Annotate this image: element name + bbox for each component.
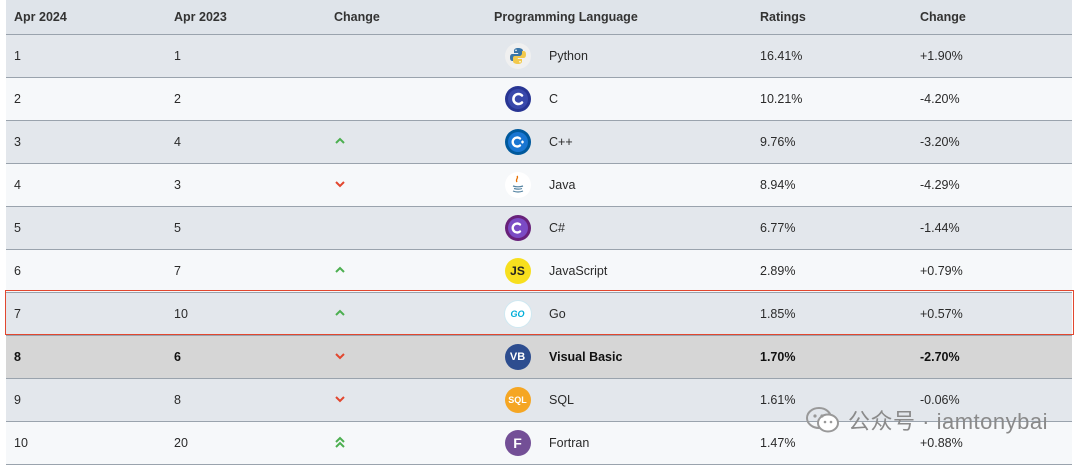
rating-change: -1.44% xyxy=(920,221,960,235)
rating-change: -4.20% xyxy=(920,92,960,106)
rank-2023: 20 xyxy=(174,436,188,450)
rank-2023: 8 xyxy=(174,393,181,407)
table-row: 7 10 GO Go 1.85% +0.57% xyxy=(6,293,1072,336)
rank-2023: 5 xyxy=(174,221,181,235)
rating-value: 1.70% xyxy=(760,350,796,364)
rank-2024: 9 xyxy=(14,393,21,407)
arrow-down-icon xyxy=(326,393,486,407)
rating-value: 16.41% xyxy=(760,49,803,63)
rank-2024: 8 xyxy=(14,350,21,364)
arrow-down-icon xyxy=(326,178,486,192)
double-arrow-up-icon xyxy=(326,435,486,452)
table-row: 1 1 Python 16.41% +1.90% xyxy=(6,35,1072,78)
arrow-up-icon xyxy=(326,307,486,321)
rank-2024: 10 xyxy=(14,436,28,450)
language-name: C++ xyxy=(549,135,573,149)
rank-2024: 7 xyxy=(14,307,21,321)
rank-2024: 1 xyxy=(14,49,21,63)
language-name: Go xyxy=(549,307,566,321)
cpp-icon xyxy=(486,129,549,155)
arrow-up-icon xyxy=(326,135,486,149)
rating-change: +0.88% xyxy=(920,436,963,450)
header-rating-change: Change xyxy=(920,10,966,24)
table-body: 1 1 Python 16.41% +1.90% 2 2 C 10.21% -4.20% 3 4 C++… xyxy=(6,35,1072,465)
rating-value: 2.89% xyxy=(760,264,796,278)
rating-value: 6.77% xyxy=(760,221,796,235)
c-language-icon xyxy=(486,86,549,112)
rank-2024: 5 xyxy=(14,221,21,235)
table-row: 6 7 JS JavaScript 2.89% +0.79% xyxy=(6,250,1072,293)
table-row: 3 4 C++ 9.76% -3.20% xyxy=(6,121,1072,164)
wechat-icon xyxy=(806,406,840,434)
rank-2024: 3 xyxy=(14,135,21,149)
csharp-icon xyxy=(486,215,549,241)
rating-value: 8.94% xyxy=(760,178,796,192)
header-apr-2023: Apr 2023 xyxy=(174,10,227,24)
rank-2023: 4 xyxy=(174,135,181,149)
rank-2024: 4 xyxy=(14,178,21,192)
rating-change: -2.70% xyxy=(920,350,960,364)
arrow-up-icon xyxy=(326,264,486,278)
rating-value: 9.76% xyxy=(760,135,796,149)
rank-2023: 7 xyxy=(174,264,181,278)
table-row: 5 5 C# 6.77% -1.44% xyxy=(6,207,1072,250)
table-row: 9 8 SQL SQL 1.61% -0.06% xyxy=(6,379,1072,422)
arrow-down-icon xyxy=(326,350,486,364)
rating-value: 1.61% xyxy=(760,393,796,407)
header-change: Change xyxy=(334,10,380,24)
language-name: Java xyxy=(549,178,576,192)
table-row: 4 3 Java 8.94% -4.29% xyxy=(6,164,1072,207)
language-name: SQL xyxy=(549,393,575,407)
rating-change: -0.06% xyxy=(920,393,960,407)
header-apr-2024: Apr 2024 xyxy=(14,10,67,24)
watermark: 公众号 · iamtonybai xyxy=(806,404,1048,436)
header-ratings: Ratings xyxy=(760,10,806,24)
rating-value: 1.85% xyxy=(760,307,796,321)
python-icon xyxy=(486,43,549,69)
tiobe-index-table: Apr 2024 Apr 2023 Change Programming Lan… xyxy=(6,0,1072,465)
rank-2023: 6 xyxy=(174,350,181,364)
rating-change: +0.79% xyxy=(920,264,963,278)
java-icon xyxy=(486,172,549,198)
javascript-icon: JS xyxy=(486,258,549,284)
rating-change: -4.29% xyxy=(920,178,960,192)
rank-2023: 2 xyxy=(174,92,181,106)
header-programming-language: Programming Language xyxy=(494,10,638,24)
rating-value: 1.47% xyxy=(760,436,796,450)
rank-2024: 2 xyxy=(14,92,21,106)
table-row: 8 6 VB Visual Basic 1.70% -2.70% xyxy=(6,336,1072,379)
visual-basic-icon: VB xyxy=(486,344,549,370)
table-row: 2 2 C 10.21% -4.20% xyxy=(6,78,1072,121)
fortran-icon: F xyxy=(486,430,549,456)
go-icon: GO xyxy=(486,300,549,328)
language-name: C xyxy=(549,92,559,106)
rating-change: -3.20% xyxy=(920,135,960,149)
language-name: Python xyxy=(549,49,588,63)
sql-icon: SQL xyxy=(486,387,549,413)
rank-2023: 10 xyxy=(174,307,188,321)
language-name: JavaScript xyxy=(549,264,608,278)
rating-value: 10.21% xyxy=(760,92,803,106)
rating-change: +1.90% xyxy=(920,49,963,63)
rank-2023: 1 xyxy=(174,49,181,63)
language-name: Fortran xyxy=(549,436,590,450)
rank-2024: 6 xyxy=(14,264,21,278)
language-name: C# xyxy=(549,221,565,235)
language-name: Visual Basic xyxy=(549,350,623,364)
rank-2023: 3 xyxy=(174,178,181,192)
table-header-row: Apr 2024 Apr 2023 Change Programming Lan… xyxy=(6,0,1072,35)
watermark-text: 公众号 · iamtonybai xyxy=(848,409,1048,434)
rating-change: +0.57% xyxy=(920,307,963,321)
